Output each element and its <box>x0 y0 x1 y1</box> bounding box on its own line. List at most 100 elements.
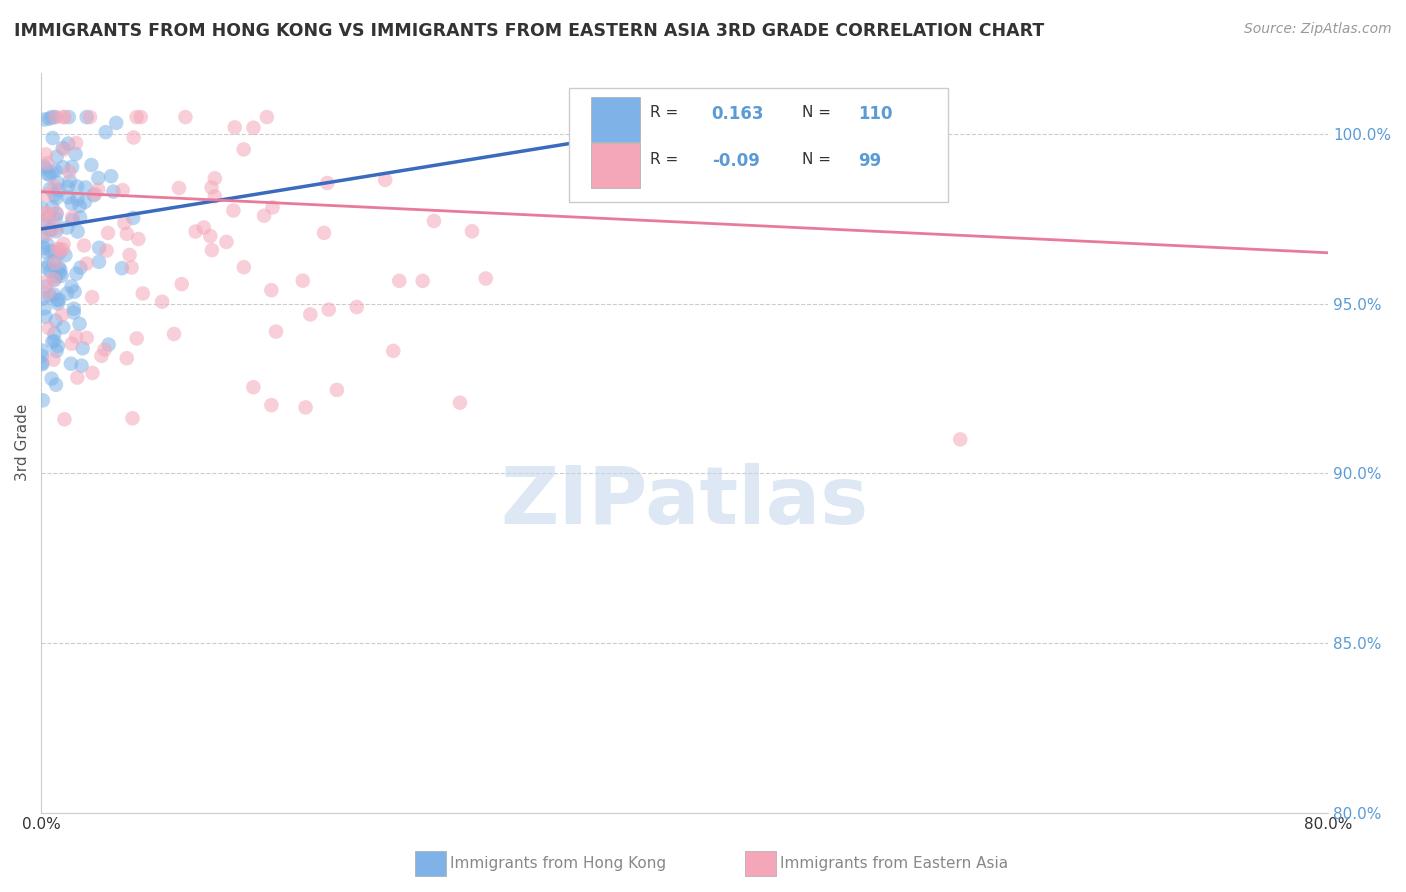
Point <box>132 286 155 301</box>
Point <box>388 274 411 288</box>
Point <box>256 110 278 124</box>
Point <box>51 308 73 322</box>
Point <box>115 227 138 241</box>
Point <box>39 182 62 196</box>
Point <box>35 206 58 220</box>
Point <box>52 141 75 155</box>
Text: 99: 99 <box>859 153 882 170</box>
Point <box>75 180 97 194</box>
Point <box>31 201 53 215</box>
Point <box>58 190 80 204</box>
Point <box>38 168 60 182</box>
Point <box>129 110 152 124</box>
Point <box>45 377 67 392</box>
Point <box>215 235 238 249</box>
Point <box>35 279 58 293</box>
Point <box>80 158 103 172</box>
Point <box>204 189 226 203</box>
Point <box>382 343 405 358</box>
Point <box>35 260 58 275</box>
Point <box>49 243 72 257</box>
Point <box>291 274 314 288</box>
Text: R =: R = <box>650 153 678 167</box>
Point <box>34 301 56 316</box>
Point <box>65 147 87 161</box>
Point <box>122 130 145 145</box>
Point <box>31 357 53 371</box>
Point <box>34 112 56 127</box>
Text: 110: 110 <box>859 104 893 123</box>
Point <box>62 305 84 319</box>
Point <box>79 110 101 124</box>
Point <box>260 283 283 297</box>
Point <box>87 183 110 197</box>
Point <box>37 237 59 252</box>
Point <box>48 260 70 275</box>
Point <box>62 212 84 227</box>
Point <box>167 181 190 195</box>
Point <box>200 229 222 244</box>
Point <box>87 171 110 186</box>
Point <box>65 267 87 281</box>
Point <box>42 272 65 286</box>
Point <box>32 241 55 255</box>
Point <box>46 293 69 307</box>
Point <box>58 165 80 179</box>
Point <box>45 206 67 220</box>
Point <box>312 226 335 240</box>
Point <box>122 211 145 225</box>
Point <box>37 227 59 241</box>
Point <box>82 290 104 304</box>
Point <box>31 349 53 363</box>
Point <box>34 310 56 324</box>
Point <box>39 244 62 258</box>
Point <box>97 337 120 351</box>
Point <box>125 110 148 124</box>
FancyBboxPatch shape <box>569 87 949 202</box>
Point <box>222 203 245 218</box>
Point <box>66 370 89 384</box>
Point <box>41 110 63 124</box>
Point <box>65 136 87 150</box>
Point <box>44 110 66 124</box>
Point <box>115 351 138 366</box>
Point <box>66 225 89 239</box>
Point <box>66 179 89 194</box>
Point <box>39 264 62 278</box>
Point <box>44 273 66 287</box>
Point <box>34 161 56 176</box>
Point <box>224 120 246 135</box>
Point <box>111 261 134 276</box>
Point <box>44 163 66 178</box>
Point <box>58 110 80 124</box>
Point <box>60 211 83 225</box>
Point <box>37 215 59 229</box>
Point <box>46 242 69 256</box>
Point <box>475 271 498 285</box>
Point <box>184 225 207 239</box>
Point <box>73 238 96 252</box>
FancyBboxPatch shape <box>591 144 640 187</box>
Point <box>44 326 66 341</box>
Point <box>48 293 70 307</box>
Point <box>94 125 117 139</box>
Point <box>31 356 53 370</box>
Point <box>32 214 55 228</box>
Point <box>83 188 105 202</box>
Point <box>35 275 58 289</box>
Point <box>201 243 224 257</box>
Point <box>63 285 86 299</box>
Point <box>59 174 82 188</box>
Point <box>45 221 67 235</box>
Point <box>49 266 72 280</box>
Text: 0.163: 0.163 <box>711 104 763 123</box>
Point <box>52 236 75 251</box>
Text: N =: N = <box>801 104 831 120</box>
Point <box>121 260 143 275</box>
Point <box>35 245 58 260</box>
Point <box>69 317 91 331</box>
Point <box>39 223 62 237</box>
Point <box>45 191 67 205</box>
Point <box>174 110 197 124</box>
Point <box>232 260 254 275</box>
